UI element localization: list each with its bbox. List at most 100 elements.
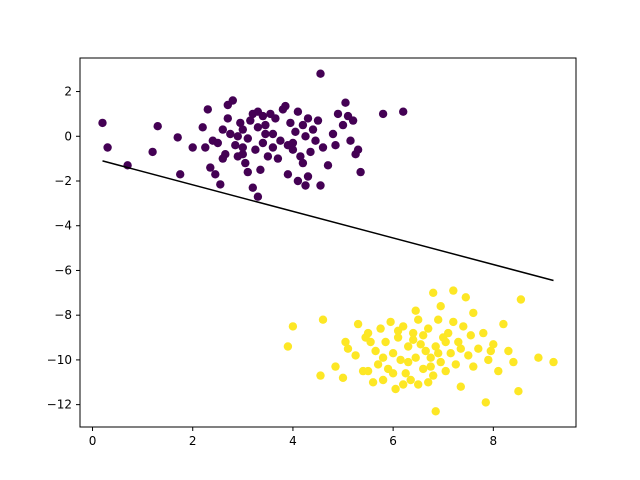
data-point (414, 315, 423, 324)
data-point (258, 138, 268, 148)
data-point (346, 136, 355, 145)
data-point (261, 129, 270, 139)
data-point (173, 133, 182, 142)
data-point (268, 129, 278, 139)
data-point (386, 317, 395, 327)
data-point (333, 109, 343, 119)
x-tick-label: 2 (189, 434, 197, 448)
y-axis: 2 0 −2 −4 −6 −8 −10 −12 (47, 85, 80, 412)
data-point (426, 353, 435, 362)
data-point (356, 167, 365, 177)
data-point (331, 141, 340, 150)
data-point (514, 387, 523, 396)
data-point (203, 105, 212, 114)
data-point (489, 340, 498, 349)
data-point (406, 375, 415, 385)
data-point (343, 344, 353, 353)
data-point (461, 293, 470, 302)
data-point (228, 96, 237, 105)
data-point (481, 398, 490, 407)
data-point (316, 371, 325, 380)
data-point (341, 98, 350, 107)
data-point (303, 172, 313, 181)
data-point (253, 192, 263, 201)
data-point (148, 147, 157, 157)
x-tick-label: 0 (89, 434, 97, 448)
x-axis: 0 2 4 6 8 (89, 427, 497, 448)
data-point (243, 134, 252, 143)
data-point (206, 163, 215, 172)
y-tick-label: 0 (64, 129, 72, 143)
data-point (429, 288, 438, 297)
data-point (449, 286, 458, 295)
data-point (409, 328, 418, 338)
separator-line (102, 160, 554, 282)
data-point (451, 360, 460, 369)
data-point (459, 322, 468, 331)
data-point (393, 326, 403, 335)
data-point (103, 143, 112, 152)
data-point (318, 315, 328, 324)
data-point (293, 176, 303, 186)
data-point (409, 335, 418, 344)
data-point (248, 183, 257, 192)
data-point (258, 111, 268, 121)
data-point (276, 136, 285, 145)
plot-area (98, 69, 558, 416)
data-point (291, 127, 300, 136)
data-point (218, 125, 227, 134)
data-point (388, 349, 398, 358)
data-point (421, 346, 430, 356)
data-point (391, 384, 400, 394)
data-point (308, 125, 318, 134)
data-point (373, 360, 383, 369)
data-point (316, 181, 325, 190)
data-point (393, 333, 403, 342)
data-point (549, 357, 558, 367)
data-point (213, 138, 222, 148)
data-point (98, 118, 107, 128)
data-point (411, 306, 420, 315)
data-point (286, 118, 295, 128)
data-point (434, 315, 443, 324)
data-point (271, 114, 280, 123)
data-point (378, 353, 388, 362)
data-point (306, 147, 315, 157)
data-point (456, 382, 465, 391)
data-point (201, 143, 210, 152)
data-point (401, 369, 410, 378)
data-point (454, 337, 463, 347)
data-point (226, 129, 235, 139)
data-point (281, 101, 290, 111)
data-point (494, 366, 503, 376)
data-point (353, 319, 363, 329)
data-point (238, 150, 247, 159)
data-point (236, 118, 245, 128)
y-tick-label: −8 (54, 308, 72, 322)
data-point (216, 180, 225, 189)
data-point (411, 353, 420, 362)
data-point (429, 371, 438, 380)
data-point (268, 143, 278, 152)
data-point (378, 375, 388, 385)
data-point (441, 366, 450, 376)
data-point (414, 380, 423, 389)
data-point (444, 328, 453, 338)
data-point (371, 346, 380, 356)
data-point (446, 349, 455, 358)
data-point (301, 132, 310, 141)
data-point (469, 362, 478, 371)
data-point (293, 107, 303, 116)
data-point (338, 373, 348, 382)
data-point (376, 324, 385, 333)
data-point (323, 161, 333, 170)
data-point (261, 120, 270, 130)
data-point (399, 107, 408, 116)
data-point (288, 138, 298, 148)
series-1 (283, 286, 558, 416)
data-point (298, 158, 308, 168)
y-tick-label: −4 (54, 219, 72, 233)
data-point (176, 170, 185, 179)
data-point (231, 141, 240, 150)
